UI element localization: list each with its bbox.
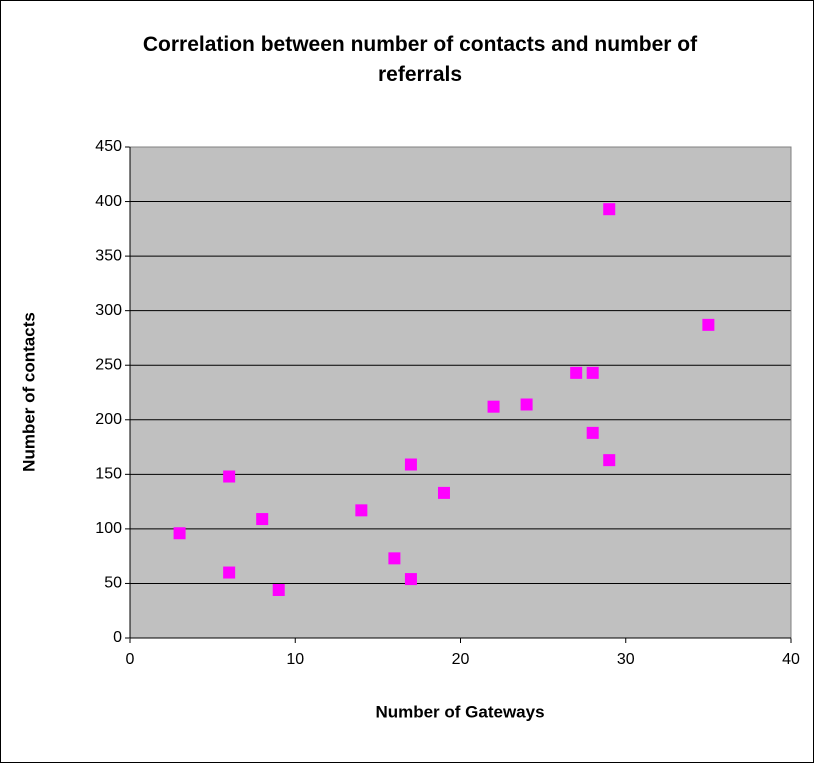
- point: [586, 426, 599, 439]
- point: [586, 366, 599, 379]
- point: [223, 566, 236, 579]
- x-tick-label: 30: [617, 651, 635, 668]
- y-tick-label: 450: [95, 138, 122, 155]
- point: [404, 458, 417, 471]
- point: [256, 513, 269, 526]
- point: [603, 454, 616, 467]
- y-tick-label: 250: [95, 356, 122, 373]
- plot-area: [130, 147, 791, 638]
- point: [272, 583, 285, 596]
- y-tick-label: 150: [95, 466, 122, 483]
- y-tick-label: 100: [95, 520, 122, 537]
- point: [603, 203, 616, 216]
- x-tick-label: 40: [782, 651, 800, 668]
- y-tick-label: 400: [95, 193, 122, 210]
- point: [173, 527, 186, 540]
- x-tick-label: 0: [126, 651, 135, 668]
- y-tick-label: 300: [95, 302, 122, 319]
- y-tick-label: 200: [95, 411, 122, 428]
- point: [570, 366, 583, 379]
- y-tick-label: 350: [95, 247, 122, 264]
- point: [437, 486, 450, 499]
- y-axis-title: Number of contacts: [19, 312, 38, 472]
- point: [404, 573, 417, 586]
- point: [388, 552, 401, 565]
- x-tick-label: 10: [286, 651, 304, 668]
- point: [520, 398, 533, 411]
- point: [487, 400, 500, 413]
- y-tick-label: 0: [113, 629, 122, 646]
- x-axis-title: Number of Gateways: [375, 702, 544, 721]
- point: [702, 318, 715, 331]
- y-tick-label: 50: [104, 575, 122, 592]
- chart-title: Correlation between number of contacts a…: [142, 33, 698, 86]
- point: [355, 504, 368, 517]
- x-tick-label: 20: [452, 651, 470, 668]
- point: [223, 470, 236, 483]
